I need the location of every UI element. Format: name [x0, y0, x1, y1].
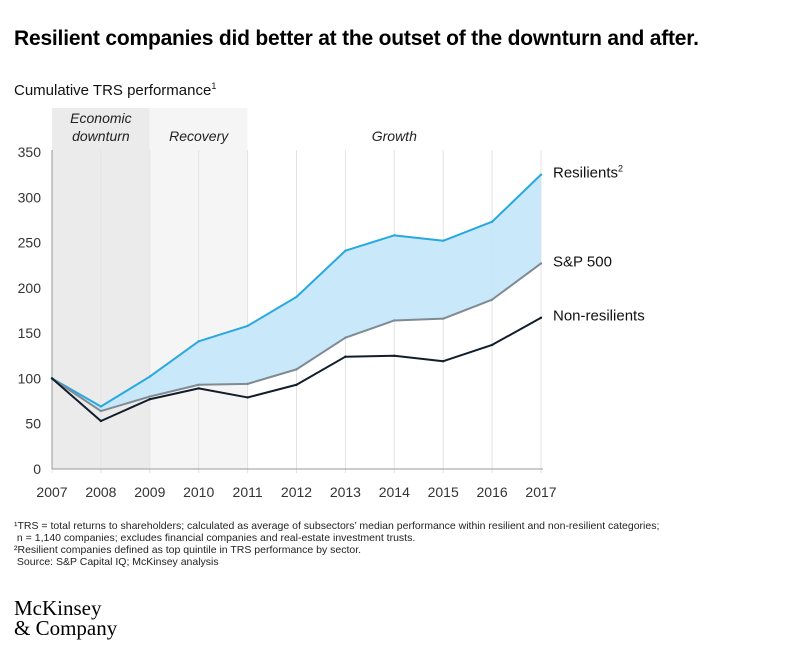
- non-resilients-point: [148, 398, 151, 401]
- x-tick-label: 2011: [233, 484, 263, 500]
- s-p-500-series-label: S&P 500: [553, 253, 612, 270]
- y-tick-label: 300: [18, 189, 42, 205]
- s-p-500-point: [295, 368, 298, 371]
- resilients-point: [490, 220, 494, 223]
- x-tick-label: 2013: [330, 484, 361, 500]
- non-resilients-point: [246, 396, 249, 399]
- subtitle-text: Cumulative TRS performance: [14, 82, 212, 99]
- x-tick-label: 2009: [134, 484, 165, 500]
- resilients-point: [393, 234, 396, 237]
- non-resilients-point: [295, 383, 298, 386]
- subtitle-footnote-mark: 1: [211, 81, 217, 91]
- x-tick-label: 2010: [183, 484, 214, 500]
- logo-line-2: & Company: [14, 616, 118, 640]
- non-resilients-point: [393, 354, 396, 357]
- y-tick-label: 200: [18, 280, 42, 296]
- non-resilients-point: [539, 316, 543, 319]
- footnote-1-continued: n = 1,140 companies; excludes financial …: [14, 532, 416, 544]
- x-tick-label: 2014: [379, 484, 410, 500]
- phase-label: Economic: [70, 110, 131, 126]
- non-resilients-point: [99, 419, 103, 423]
- line-chart: Economic downturn Recovery Growth 0 50 100 150 2…: [18, 108, 645, 500]
- resilients-point: [344, 249, 347, 252]
- resilients-point: [197, 340, 200, 343]
- resilients-point: [99, 405, 103, 408]
- resilients-point: [148, 375, 151, 378]
- resilients-point: [442, 239, 445, 242]
- resilients-vs-sp500-band: [52, 174, 541, 412]
- mckinsey-logo: McKinsey & Company: [14, 596, 118, 640]
- x-tick-label: 2007: [36, 484, 67, 500]
- non-resilients-series-label: Non-resilients: [553, 308, 645, 325]
- non-resilients-point: [344, 355, 347, 358]
- source-note: Source: S&P Capital IQ; McKinsey analysi…: [14, 556, 219, 568]
- x-tick-label: 2008: [85, 484, 116, 500]
- phase-label: downturn: [72, 128, 130, 144]
- x-tick-label: 2016: [477, 484, 508, 500]
- y-tick-label: 100: [18, 370, 42, 386]
- resilients-point: [539, 173, 543, 176]
- logo-line-1: McKinsey: [14, 596, 102, 620]
- non-resilients-point: [442, 360, 445, 363]
- s-p-500-point: [344, 336, 347, 339]
- phase-label: Recovery: [169, 128, 229, 144]
- s-p-500-point: [197, 383, 200, 386]
- footnote-1: ¹TRS = total returns to shareholders; ca…: [14, 520, 660, 532]
- s-p-500-point: [99, 409, 103, 413]
- s-p-500-point: [246, 382, 249, 386]
- y-tick-label: 150: [18, 325, 42, 341]
- y-tick-label: 350: [18, 144, 42, 160]
- s-p-500-point: [393, 319, 396, 322]
- chart-title: Resilient companies did better at the ou…: [14, 27, 699, 50]
- non-resilients-point: [50, 377, 54, 380]
- x-tick-label: 2017: [525, 484, 556, 500]
- non-resilients-point: [490, 343, 494, 347]
- s-p-500-point: [490, 298, 494, 301]
- chart-subtitle: Cumulative TRS performance1: [14, 81, 216, 99]
- x-tick-label: 2012: [281, 484, 312, 500]
- y-tick-label: 50: [25, 416, 41, 432]
- resilients-point: [246, 324, 249, 328]
- s-p-500-point: [539, 262, 543, 265]
- y-tick-label: 250: [18, 235, 42, 251]
- x-tick-label: 2015: [428, 484, 459, 500]
- footnote-2: ²Resilient companies defined as top quin…: [14, 544, 362, 556]
- phase-label: Growth: [372, 128, 417, 144]
- resilients-series-label: Resilients2: [553, 164, 623, 182]
- s-p-500-point: [148, 395, 151, 398]
- non-resilients-point: [197, 387, 200, 390]
- s-p-500-point: [442, 317, 445, 320]
- resilients-point: [295, 295, 298, 299]
- footnotes: ¹TRS = total returns to shareholders; ca…: [14, 520, 659, 568]
- y-tick-label: 0: [33, 461, 41, 477]
